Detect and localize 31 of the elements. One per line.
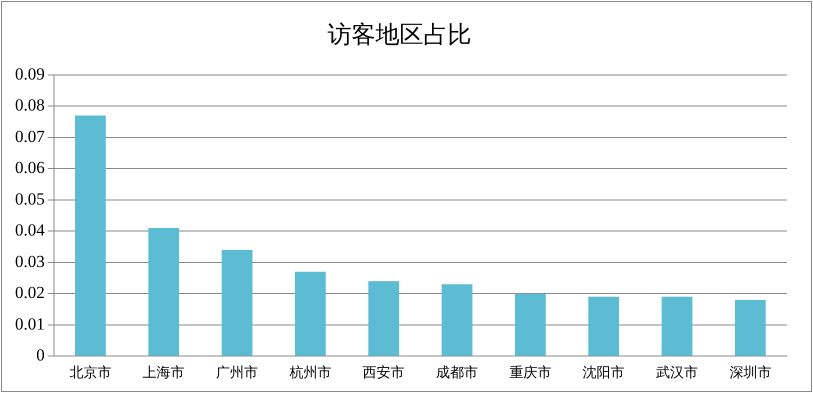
x-tick-label: 广州市 (216, 365, 258, 382)
bar (442, 284, 472, 356)
bar (75, 115, 106, 356)
bar (514, 294, 546, 356)
y-tick-label: 0.04 (15, 220, 46, 240)
bar (588, 296, 620, 356)
y-tick-label: 0.02 (15, 283, 45, 302)
bar (734, 300, 766, 356)
y-tick-label: 0.08 (15, 96, 45, 115)
x-tick-label: 武汉市 (656, 365, 698, 382)
y-tick-label: 0.05 (15, 189, 45, 208)
y-tick-label: 0.06 (15, 158, 45, 178)
bar (662, 296, 692, 356)
bar (368, 281, 400, 356)
x-tick-label: 杭州市 (288, 365, 332, 382)
y-tick-label: 0.03 (15, 252, 45, 271)
y-tick-label: 0 (36, 346, 45, 365)
x-tick-label: 沈阳市 (582, 365, 625, 382)
y-tick-label: 0.09 (15, 64, 45, 84)
y-tick-label: 0.07 (15, 126, 46, 146)
chart-title: 访客地区占比 (328, 20, 472, 49)
x-tick-label: 上海市 (142, 365, 185, 382)
x-tick-label: 北京市 (69, 365, 112, 382)
x-tick-label: 深圳市 (729, 365, 772, 382)
x-tick-label: 成都市 (436, 365, 478, 382)
x-tick-label: 重庆市 (509, 365, 552, 382)
bar (294, 272, 326, 356)
x-tick-label: 西安市 (362, 365, 405, 382)
bar (222, 250, 252, 356)
y-tick-label: 0.01 (15, 314, 45, 334)
bar (148, 228, 180, 356)
